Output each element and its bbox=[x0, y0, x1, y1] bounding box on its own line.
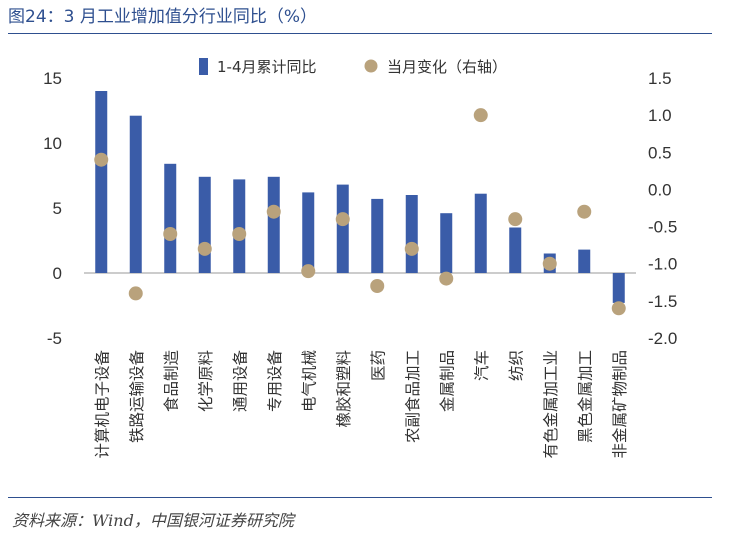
left-tick-label: 0 bbox=[53, 264, 62, 283]
scatter-point bbox=[94, 152, 109, 167]
scatter-point bbox=[439, 271, 454, 286]
left-tick-label: -5 bbox=[47, 329, 62, 348]
right-tick-label: -2.0 bbox=[648, 329, 677, 348]
scatter-point bbox=[232, 227, 247, 241]
right-tick-label: -1.5 bbox=[648, 292, 677, 311]
category-label: 汽车 bbox=[473, 350, 491, 381]
right-tick-label: 1.0 bbox=[648, 106, 672, 125]
scatter-point bbox=[370, 279, 385, 293]
right-tick-label: -1.0 bbox=[648, 255, 677, 274]
scatter-series bbox=[94, 108, 626, 316]
bar bbox=[164, 163, 177, 273]
bar bbox=[371, 198, 384, 273]
right-tick-label: 1.5 bbox=[648, 69, 672, 88]
bar bbox=[302, 192, 315, 273]
scatter-point bbox=[163, 227, 178, 241]
category-labels: 计算机电子设备 铁路运输设备 食品制造 化学原料 通用设备 专用设备 电气机械 橡胶和塑料 医药… bbox=[92, 350, 629, 459]
bar bbox=[267, 176, 280, 273]
left-tick-label: 10 bbox=[43, 134, 62, 153]
category-label: 化学原料 bbox=[197, 350, 215, 412]
category-label: 橡胶和塑料 bbox=[335, 350, 353, 428]
right-tick-label: 0.5 bbox=[648, 143, 672, 162]
bar bbox=[336, 184, 349, 273]
scatter-point bbox=[542, 256, 557, 271]
left-tick-label: 5 bbox=[53, 199, 62, 218]
category-label: 有色金属加工业 bbox=[542, 350, 560, 459]
bar bbox=[198, 176, 211, 273]
bar bbox=[440, 213, 453, 273]
scatter-point bbox=[508, 212, 523, 227]
scatter-point bbox=[128, 286, 143, 301]
legend-bar-label: 1-4月累计同比 bbox=[217, 58, 317, 76]
bottom-rule bbox=[8, 497, 712, 498]
right-tick-label: 0.0 bbox=[648, 180, 672, 199]
bar bbox=[509, 227, 522, 273]
category-label: 黑色金属加工 bbox=[576, 350, 594, 443]
category-label: 金属制品 bbox=[438, 350, 456, 412]
bar bbox=[233, 179, 246, 273]
scatter-point bbox=[197, 241, 212, 256]
scatter-point bbox=[404, 241, 419, 256]
category-label: 通用设备 bbox=[231, 350, 249, 413]
bar bbox=[474, 193, 487, 273]
source-note: 资料来源：Wind，中国银河证券研究院 bbox=[12, 511, 294, 530]
scatter-point bbox=[473, 108, 488, 123]
right-tick-label: -0.5 bbox=[648, 218, 677, 237]
scatter-point bbox=[577, 204, 592, 219]
category-label: 计算机电子设备 bbox=[92, 350, 111, 459]
right-axis-ticks: -2.0 -1.5 -1.0 -0.5 0.0 0.5 1.0 1.5 bbox=[648, 69, 677, 348]
category-label: 纺织 bbox=[507, 350, 525, 381]
category-label: 非金属矿物制品 bbox=[611, 350, 629, 459]
category-label: 农副食品加工 bbox=[404, 350, 422, 443]
legend-dot-label: 当月变化（右轴） bbox=[387, 58, 507, 76]
bar bbox=[405, 195, 418, 273]
legend: 1-4月累计同比 当月变化（右轴） bbox=[199, 58, 507, 76]
legend-bar-swatch bbox=[199, 58, 208, 75]
left-tick-label: 15 bbox=[43, 69, 62, 88]
bar-series bbox=[95, 91, 625, 303]
figure-title: 图24：3 月工业增加值分行业同比（%） bbox=[8, 7, 318, 27]
scatter-point bbox=[301, 264, 316, 279]
category-label: 食品制造 bbox=[162, 350, 180, 413]
category-label: 医药 bbox=[369, 350, 387, 381]
bar bbox=[129, 115, 142, 273]
bar bbox=[578, 249, 591, 273]
category-label: 专用设备 bbox=[266, 350, 284, 413]
top-rule bbox=[8, 33, 712, 34]
left-axis-ticks: -5 0 5 10 15 bbox=[43, 69, 62, 348]
scatter-point bbox=[266, 204, 281, 219]
scatter-point bbox=[611, 301, 626, 316]
category-label: 铁路运输设备 bbox=[128, 350, 146, 444]
bar bbox=[612, 273, 625, 303]
scatter-point bbox=[335, 212, 350, 227]
bar bbox=[95, 91, 108, 273]
legend-dot-swatch bbox=[364, 59, 378, 73]
category-label: 电气机械 bbox=[300, 350, 318, 412]
